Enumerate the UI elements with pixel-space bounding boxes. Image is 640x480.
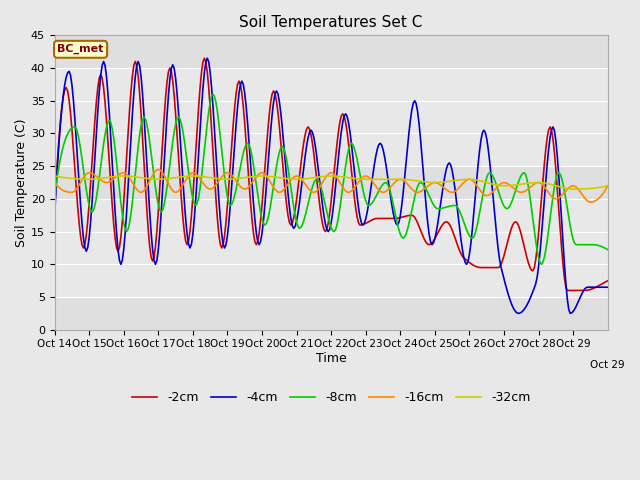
-2cm bbox=[64, 88, 72, 94]
-16cm bbox=[280, 187, 287, 192]
-8cm bbox=[51, 193, 58, 199]
-32cm bbox=[570, 186, 577, 192]
Bar bbox=[54, 166, 608, 199]
-16cm bbox=[64, 189, 72, 195]
-8cm bbox=[209, 91, 217, 97]
-4cm bbox=[100, 59, 108, 64]
-2cm bbox=[280, 172, 287, 178]
-4cm bbox=[436, 201, 444, 207]
-8cm bbox=[538, 262, 545, 267]
-16cm bbox=[604, 183, 612, 189]
Text: BC_met: BC_met bbox=[58, 44, 104, 54]
-32cm bbox=[278, 175, 286, 181]
-4cm bbox=[419, 170, 427, 176]
-8cm bbox=[604, 247, 612, 252]
-32cm bbox=[64, 175, 72, 181]
-4cm bbox=[515, 311, 522, 316]
-16cm bbox=[344, 190, 352, 195]
-32cm bbox=[51, 173, 58, 179]
-8cm bbox=[344, 147, 352, 153]
-8cm bbox=[419, 181, 427, 187]
-8cm bbox=[100, 141, 108, 147]
Title: Soil Temperatures Set C: Soil Temperatures Set C bbox=[239, 15, 423, 30]
Y-axis label: Soil Temperature (C): Soil Temperature (C) bbox=[15, 118, 28, 247]
-2cm bbox=[51, 206, 58, 212]
-8cm bbox=[64, 131, 72, 137]
-32cm bbox=[435, 180, 443, 185]
Bar bbox=[54, 297, 608, 330]
-32cm bbox=[100, 175, 108, 181]
-2cm bbox=[344, 140, 352, 145]
-4cm bbox=[51, 212, 58, 218]
-16cm bbox=[436, 182, 444, 188]
-2cm bbox=[200, 55, 208, 61]
X-axis label: Time: Time bbox=[316, 352, 346, 365]
-4cm bbox=[280, 140, 287, 145]
Bar bbox=[54, 231, 608, 264]
-16cm bbox=[419, 187, 427, 192]
-16cm bbox=[587, 199, 595, 205]
-2cm bbox=[100, 85, 108, 91]
-32cm bbox=[604, 183, 612, 189]
-8cm bbox=[280, 145, 287, 151]
Bar bbox=[54, 36, 608, 68]
-2cm bbox=[419, 234, 427, 240]
Line: -4cm: -4cm bbox=[54, 58, 608, 313]
-32cm bbox=[343, 175, 351, 180]
-2cm bbox=[436, 225, 444, 230]
Line: -2cm: -2cm bbox=[54, 58, 608, 290]
-16cm bbox=[100, 179, 108, 185]
Text: Oct 29: Oct 29 bbox=[590, 360, 625, 370]
Line: -8cm: -8cm bbox=[54, 94, 608, 264]
-2cm bbox=[564, 288, 572, 293]
Line: -32cm: -32cm bbox=[54, 176, 608, 189]
-4cm bbox=[344, 119, 352, 125]
-16cm bbox=[51, 180, 58, 185]
Bar bbox=[54, 101, 608, 133]
-8cm bbox=[436, 205, 444, 211]
Legend: -2cm, -4cm, -8cm, -16cm, -32cm: -2cm, -4cm, -8cm, -16cm, -32cm bbox=[127, 386, 535, 409]
Line: -16cm: -16cm bbox=[54, 169, 608, 202]
-2cm bbox=[604, 278, 612, 284]
-4cm bbox=[204, 55, 211, 61]
-16cm bbox=[154, 167, 162, 172]
-4cm bbox=[604, 284, 612, 290]
-4cm bbox=[64, 70, 72, 76]
-32cm bbox=[418, 179, 426, 184]
